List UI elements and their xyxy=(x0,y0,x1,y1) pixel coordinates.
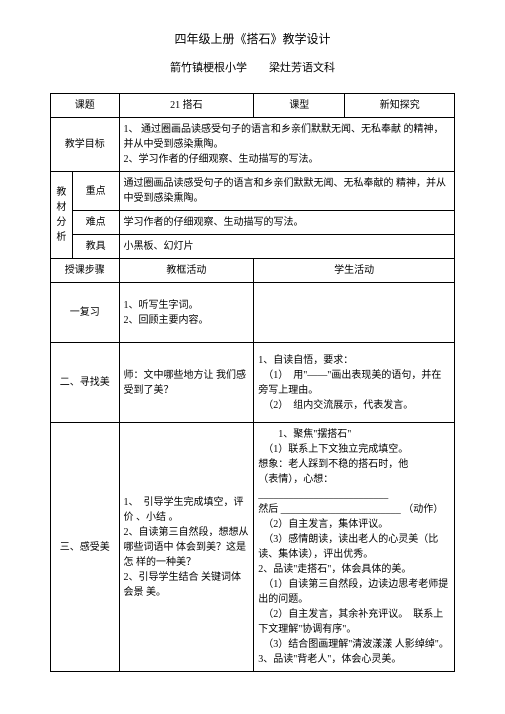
lesson-table: 课题 21 搭石 课型 新知探究 教学目标 1、 通过圈画品读感受句子的语言和乡… xyxy=(50,93,455,672)
row-type-label: 课型 xyxy=(254,94,345,118)
row-material-group: 教材分析 xyxy=(51,172,73,259)
row-tool-text: 小黑板、幻灯片 xyxy=(119,235,454,259)
row-s1-c1: 1、听写生字词。2、回顾主要内容。 xyxy=(119,283,254,343)
row-goal-text: 1、 通过圈画品读感受句子的语言和乡亲们默默无闻、无私奉献 的精神，并从中受到感… xyxy=(119,118,454,172)
row-tool-label: 教具 xyxy=(72,235,119,259)
doc-title: 四年级上册《搭石》教学设计 xyxy=(50,30,455,47)
row-step-c2: 学生活动 xyxy=(254,259,455,283)
row-topic-label: 课题 xyxy=(51,94,120,118)
row-s2-c1: 师：文中哪些地方让 我们感受到了美？ xyxy=(119,343,254,423)
row-s2-label: 二、寻找美 xyxy=(51,343,120,423)
row-step-c1: 教框活动 xyxy=(119,259,254,283)
row-s3-label: 三、感受美 xyxy=(51,423,120,672)
row-s3-c2: 1、聚焦"摆搭石" （1）联系上下文独立完成填空。想象：老人踩到不稳的搭石时，他… xyxy=(254,423,455,672)
row-step-label: 授课步骤 xyxy=(51,259,120,283)
row-difficult-text: 学习作者的仔细观察、生动描写的写法。 xyxy=(119,211,454,235)
row-difficult-label: 难点 xyxy=(72,211,119,235)
row-keypoint-label: 重点 xyxy=(72,172,119,211)
row-s1-c2 xyxy=(254,283,455,343)
row-s2-c2: 1、自读自悟，要求： （1） 用"——"画出表现美的语句，并在旁写上理由。 （2… xyxy=(254,343,455,423)
row-type-val: 新知探究 xyxy=(345,94,455,118)
doc-subtitle: 箭竹镇梗根小学 梁灶芳语文科 xyxy=(50,59,455,75)
row-goal-label: 教学目标 xyxy=(51,118,120,172)
row-keypoint-text: 通过圈画品读感受句子的语言和乡亲们默默无闻、无私奉献的 精神，并从中受到感染熏陶… xyxy=(119,172,454,211)
row-topic-text: 21 搭石 xyxy=(119,94,254,118)
row-s3-c1: 1、 引导学生完成填空，评价 、小结 。2、自读第三自然段，想想从哪些词语中 体… xyxy=(119,423,254,672)
row-s1-label: 一复习 xyxy=(51,283,120,343)
